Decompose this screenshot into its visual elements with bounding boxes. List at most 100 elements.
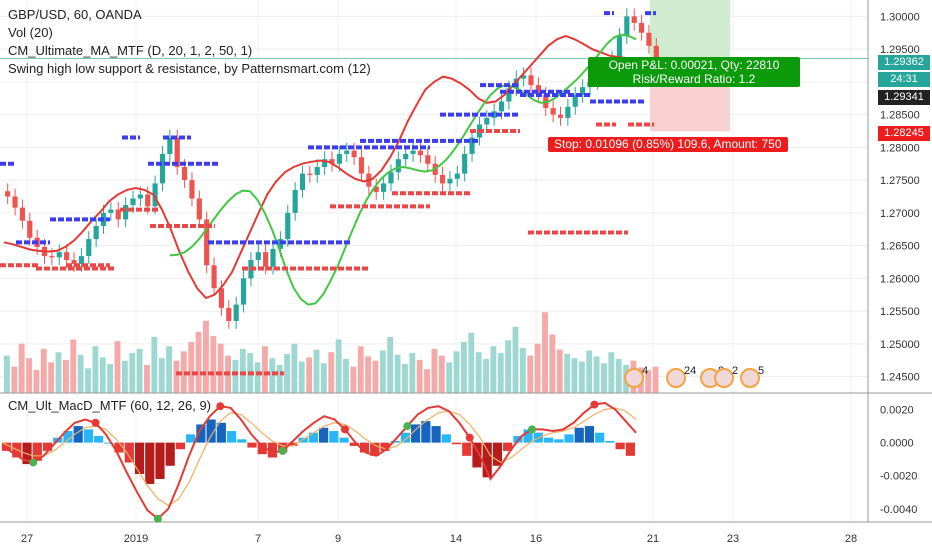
candle-body bbox=[123, 205, 129, 220]
time-tick-label: 16 bbox=[530, 533, 542, 545]
volume-bar bbox=[468, 332, 475, 393]
volume-bar bbox=[144, 364, 150, 393]
ma-red-line bbox=[3, 34, 636, 300]
macd-tick-label: -0.0020 bbox=[880, 471, 917, 483]
macd-bar bbox=[595, 432, 605, 443]
macd-tick-label: 0.0020 bbox=[880, 405, 914, 417]
candle-body bbox=[344, 150, 350, 154]
macd-cross-dot bbox=[216, 402, 225, 411]
macd-bar bbox=[625, 442, 635, 456]
volume-bar bbox=[365, 356, 372, 393]
event-flag-icon bbox=[714, 368, 734, 388]
volume-bar bbox=[77, 354, 84, 393]
volume-bar bbox=[239, 348, 246, 393]
volume-bar bbox=[276, 364, 283, 393]
candle-body bbox=[27, 220, 33, 238]
symbol-title[interactable]: GBP/USD, 60, OANDA bbox=[8, 7, 142, 22]
macd-bar bbox=[2, 442, 12, 451]
candle-body bbox=[381, 183, 387, 192]
price-tick-label: 1.26500 bbox=[880, 241, 920, 253]
ma-indicator-label[interactable]: CM_Ultimate_MA_MTF (D, 20, 1, 2, 50, 1) bbox=[8, 43, 253, 58]
macd-bar bbox=[462, 442, 472, 456]
candle-body bbox=[196, 198, 202, 220]
volume-bar bbox=[210, 336, 217, 393]
candle-body bbox=[64, 252, 70, 261]
macd-indicator-label[interactable]: CM_Ult_MacD_MTF (60, 12, 26, 9) bbox=[8, 398, 212, 413]
price-tick-label: 1.27000 bbox=[880, 208, 920, 220]
macd-bar bbox=[257, 442, 267, 455]
volume-series bbox=[4, 312, 659, 393]
macd-bar bbox=[319, 427, 329, 443]
macd-bar bbox=[308, 432, 318, 443]
volume-bar bbox=[601, 363, 607, 393]
volume-bar bbox=[85, 368, 91, 393]
macd-bar bbox=[421, 421, 431, 443]
candle-body bbox=[5, 191, 11, 197]
volume-bar bbox=[556, 349, 563, 393]
candle-body bbox=[498, 101, 505, 112]
volume-bar bbox=[490, 346, 497, 393]
volume-bar bbox=[254, 362, 261, 393]
volume-bar bbox=[497, 353, 504, 393]
candle-body bbox=[417, 150, 424, 156]
price-tick-label: 1.25500 bbox=[880, 306, 920, 318]
volume-bar bbox=[460, 342, 467, 393]
candle-body bbox=[137, 194, 143, 199]
volume-bar bbox=[402, 364, 408, 393]
macd-bar bbox=[359, 442, 370, 453]
candle-body bbox=[255, 252, 261, 261]
event-count: 4 bbox=[642, 365, 648, 377]
macd-bar bbox=[267, 442, 278, 458]
candle-body bbox=[329, 159, 335, 164]
candle-body bbox=[307, 173, 313, 175]
volume-bar bbox=[173, 360, 180, 393]
volume-bar bbox=[608, 352, 615, 393]
volume-bar bbox=[121, 360, 128, 393]
candle-body bbox=[299, 173, 306, 190]
macd-bar bbox=[237, 439, 247, 443]
macd-bar bbox=[32, 442, 42, 461]
volume-indicator-label[interactable]: Vol (20) bbox=[8, 25, 53, 40]
volume-bar bbox=[291, 343, 298, 393]
candle-body bbox=[182, 167, 188, 181]
macd-bar bbox=[564, 434, 574, 443]
macd-bar bbox=[329, 431, 339, 443]
open-pnl-tag[interactable]: Open P&L: 0.00021, Qty: 22810 Risk/Rewar… bbox=[588, 57, 800, 87]
time-tick-label: 7 bbox=[255, 533, 261, 545]
macd-bar bbox=[63, 431, 73, 443]
candle-body bbox=[130, 198, 136, 206]
candle-body bbox=[292, 189, 298, 213]
volume-bar bbox=[195, 331, 202, 393]
candle-body bbox=[322, 159, 328, 168]
time-tick-label: 14 bbox=[450, 533, 462, 545]
volume-bar bbox=[26, 358, 32, 393]
stop-tag[interactable]: Stop: 0.01096 (0.85%) 109.6, Amount: 750 bbox=[548, 137, 788, 152]
macd-tick-label: 0.0000 bbox=[880, 438, 914, 450]
macd-bar bbox=[451, 442, 462, 445]
event-flag-icon bbox=[740, 368, 760, 388]
volume-bar bbox=[92, 346, 99, 393]
volume-bar bbox=[409, 353, 416, 393]
macd-bar bbox=[400, 432, 411, 443]
volume-bar bbox=[203, 320, 209, 393]
candle-body bbox=[78, 256, 84, 264]
macd-bar bbox=[441, 434, 451, 443]
swing-indicator-label[interactable]: Swing high low support & resistance, by … bbox=[8, 61, 371, 76]
event-marker: 5 bbox=[740, 365, 764, 388]
volume-bar bbox=[129, 353, 136, 393]
candle-body bbox=[159, 153, 166, 184]
candle-body bbox=[358, 157, 365, 174]
volume-bar bbox=[269, 358, 276, 393]
macd-bar bbox=[615, 442, 625, 450]
volume-bar bbox=[136, 348, 143, 393]
open-pnl-text: Open P&L: 0.00021, Qty: 22810 bbox=[608, 58, 780, 72]
volume-bar bbox=[453, 351, 460, 393]
volume-bar bbox=[505, 340, 512, 393]
macd-bar bbox=[124, 442, 134, 463]
macd-bar bbox=[83, 429, 94, 443]
candle-body bbox=[240, 278, 247, 305]
volume-bar bbox=[387, 336, 394, 393]
volume-bar bbox=[446, 362, 453, 393]
candle-body bbox=[535, 85, 541, 95]
macd-bar bbox=[605, 440, 615, 443]
